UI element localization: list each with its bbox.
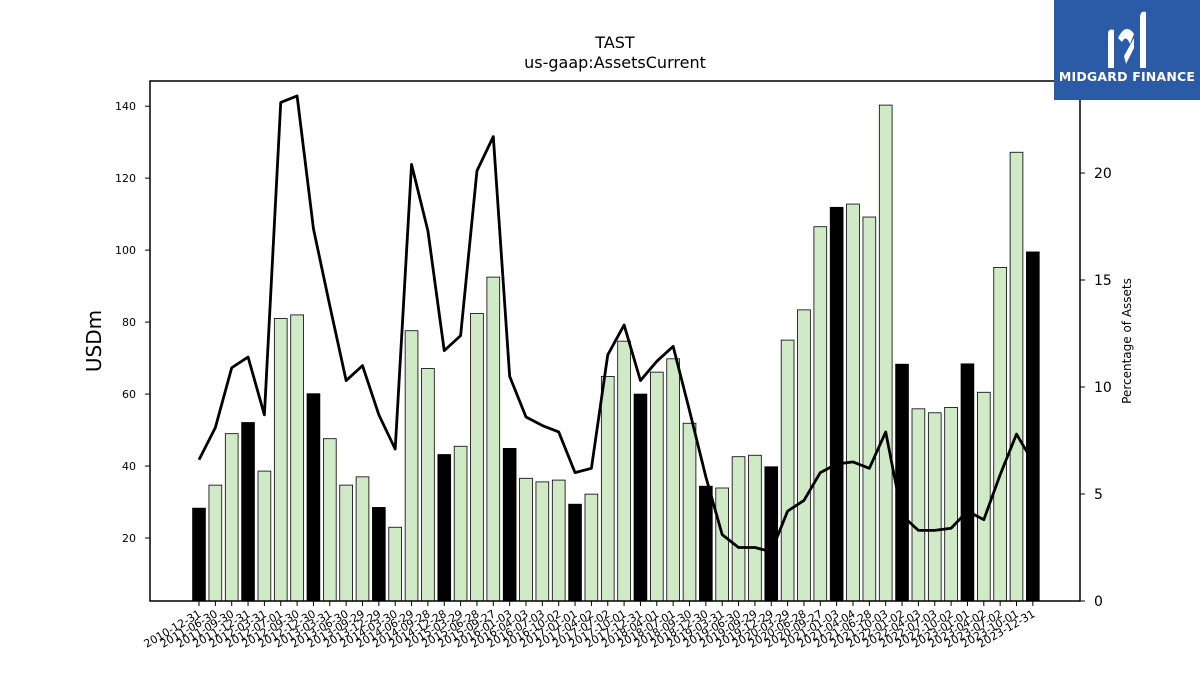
bar: [306, 393, 321, 602]
bar: [470, 313, 484, 602]
y-tick-label: 140: [115, 100, 136, 113]
bar: [878, 104, 893, 602]
bar: [535, 481, 550, 602]
bar: [977, 391, 991, 602]
bar: [273, 318, 288, 602]
y-axis-label: USDm: [82, 310, 106, 372]
bar: [404, 330, 419, 602]
y2-axis-label: Percentage of Assets: [1120, 278, 1134, 404]
bar: [748, 454, 762, 602]
y2-tick-label: 15: [1094, 273, 1112, 289]
bar: [290, 314, 304, 602]
bar: [927, 412, 942, 602]
bar: [600, 376, 615, 602]
y-tick-label: 80: [122, 316, 136, 329]
plot-frame: [149, 80, 1081, 602]
bar: [780, 339, 795, 602]
bar: [453, 445, 468, 602]
bar: [502, 448, 517, 602]
bar: [617, 340, 631, 602]
bar: [584, 493, 599, 602]
bar: [568, 503, 582, 602]
y2-tick-label: 20: [1094, 166, 1112, 182]
bar: [666, 358, 680, 602]
bar: [862, 216, 877, 602]
bar: [372, 507, 386, 602]
bar: [551, 479, 566, 602]
percentage-line-series: [197, 94, 1035, 554]
bar: [633, 393, 648, 602]
chart-axes: 20406080100120140051015202010-12-312011-…: [115, 80, 1112, 651]
chart-title: TAST: [594, 33, 635, 52]
y-tick-label: 40: [122, 460, 136, 473]
bar: [192, 507, 206, 602]
bar: [241, 422, 255, 602]
bar: [944, 406, 958, 602]
bar: [519, 477, 533, 602]
y-tick-label: 20: [122, 532, 136, 545]
bar: [993, 267, 1007, 602]
bar: [486, 276, 501, 602]
bar: [699, 485, 713, 602]
brand-logo: MIDGARD FINANCE: [1054, 0, 1200, 100]
bar: [715, 487, 729, 602]
bar: [388, 526, 402, 602]
midgard-m-icon: [1108, 11, 1146, 69]
bar: [421, 368, 435, 602]
y-tick-label: 120: [115, 172, 136, 185]
bar: [437, 454, 452, 602]
bar: [731, 456, 746, 602]
bar: [764, 466, 779, 602]
y-tick-label: 60: [122, 388, 136, 401]
bar: [895, 363, 909, 602]
bar: [1009, 151, 1024, 602]
bar: [322, 438, 337, 602]
bar: [960, 363, 975, 602]
bar: [355, 476, 370, 602]
bar: [797, 309, 811, 602]
y2-tick-label: 10: [1094, 380, 1112, 396]
bar: [650, 371, 664, 602]
brand-name: MIDGARD FINANCE: [1058, 69, 1196, 84]
bar: [682, 422, 697, 602]
bar: [257, 470, 272, 602]
bar: [208, 484, 223, 602]
chart-subtitle: us-gaap:AssetsCurrent: [524, 53, 706, 72]
percentage-line: [197, 94, 1035, 554]
bar: [1026, 251, 1040, 602]
bar: [339, 484, 353, 602]
bar: [224, 433, 239, 602]
y2-tick-label: 5: [1094, 487, 1103, 503]
bar: [813, 226, 828, 602]
bar: [911, 408, 926, 602]
bar: [846, 203, 860, 602]
y-tick-label: 100: [115, 244, 136, 257]
y2-tick-label: 0: [1094, 594, 1103, 610]
bar: [829, 206, 844, 602]
